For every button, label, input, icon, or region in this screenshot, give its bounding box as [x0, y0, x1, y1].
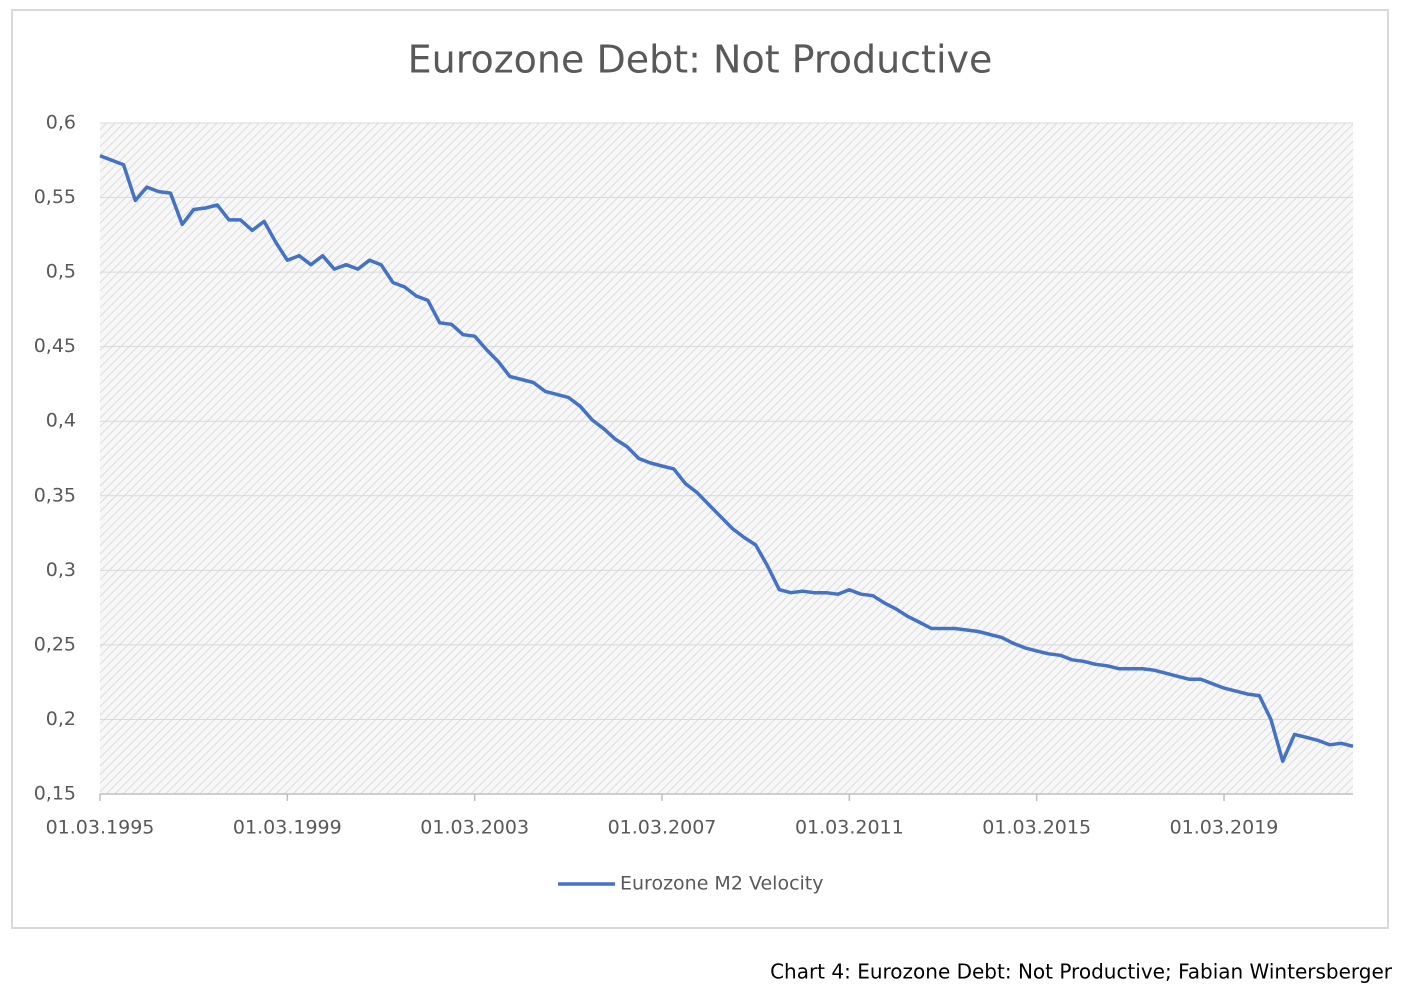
- y-tick-label: 0,15: [34, 783, 76, 805]
- caption: Chart 4: Eurozone Debt: Not Productive; …: [770, 960, 1393, 984]
- x-tick-label: 01.03.2007: [608, 817, 717, 839]
- y-tick-label: 0,2: [46, 708, 76, 730]
- y-tick-label: 0,3: [46, 559, 76, 581]
- y-tick-label: 0,35: [34, 484, 76, 506]
- x-tick-label: 01.03.2003: [420, 817, 529, 839]
- x-tick-label: 01.03.1999: [233, 817, 342, 839]
- y-tick-label: 0,6: [46, 112, 76, 134]
- y-tick-label: 0,25: [34, 633, 76, 655]
- chart-title: Eurozone Debt: Not Productive: [408, 38, 993, 82]
- plot-area: [100, 123, 1353, 794]
- y-tick-label: 0,5: [46, 261, 76, 283]
- legend-label: Eurozone M2 Velocity: [620, 873, 824, 895]
- x-tick-label: 01.03.2019: [1170, 817, 1279, 839]
- y-tick-label: 0,45: [34, 335, 76, 357]
- x-tick-label: 01.03.1995: [46, 817, 155, 839]
- x-tick-label: 01.03.2011: [795, 817, 904, 839]
- data-line: [99, 154, 1354, 763]
- x-tick-label: 01.03.2015: [982, 817, 1091, 839]
- y-tick-label: 0,55: [34, 186, 76, 208]
- y-tick-label: 0,4: [46, 410, 76, 432]
